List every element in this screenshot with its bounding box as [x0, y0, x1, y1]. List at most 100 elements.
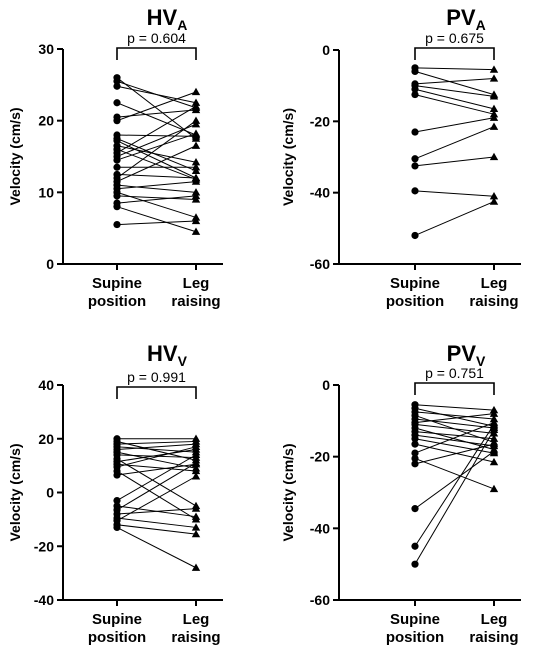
supine-point	[411, 67, 419, 75]
x-category-label-line: Supine	[92, 611, 142, 628]
pair-line	[414, 424, 495, 547]
leg-raising-point	[489, 425, 499, 433]
pair-line	[414, 429, 495, 565]
supine-point	[411, 454, 419, 463]
y-tick-label: -40	[34, 592, 54, 608]
y-tick-label: 40	[38, 377, 54, 393]
supine-point	[411, 162, 419, 170]
x-category-label-line: raising	[171, 293, 220, 310]
supine-point	[411, 155, 419, 163]
x-category-label-line: position	[88, 293, 146, 310]
leg-raising-point	[489, 74, 499, 82]
leg-raising-point	[489, 197, 499, 205]
supine-point	[411, 440, 419, 448]
pair-line	[116, 446, 197, 468]
leg-raising-point	[191, 158, 201, 166]
pair-line	[414, 457, 495, 490]
pair-line	[414, 404, 495, 411]
pair-line	[116, 470, 197, 520]
pair-line	[116, 195, 197, 204]
leg-raising-point	[191, 163, 201, 171]
x-category-label: Leg raising	[171, 275, 220, 310]
y-axis-label: Velocity (cm/s)	[7, 443, 23, 541]
y-tick-label: 0	[46, 256, 54, 272]
leg-raising-point	[191, 466, 201, 475]
pair-line	[116, 454, 197, 501]
pair-line	[414, 85, 495, 97]
supine-point	[113, 117, 121, 125]
y-axis-label: Velocity (cm/s)	[7, 107, 23, 205]
pair-line	[116, 145, 197, 183]
supine-point	[113, 192, 121, 200]
chart-title-subscript: A	[476, 17, 486, 33]
pair-line	[116, 184, 197, 193]
pair-line	[116, 463, 197, 476]
chart-title-subscript: V	[476, 353, 486, 369]
pair-line	[116, 508, 197, 515]
chart-title: PVV	[447, 341, 486, 369]
supine-point	[113, 137, 121, 145]
x-category-label-line: position	[386, 629, 444, 646]
pair-line	[414, 418, 495, 429]
leg-raising-point	[489, 484, 499, 493]
leg-raising-point	[191, 450, 201, 459]
supine-point	[411, 460, 419, 468]
leg-raising-point	[191, 177, 201, 185]
supine-point	[411, 435, 419, 443]
pair-line	[116, 148, 197, 180]
pair-line	[116, 526, 197, 569]
pair-line	[116, 440, 197, 445]
pair-line	[414, 407, 495, 427]
y-tick-label: 0	[46, 485, 54, 501]
x-category-label-line: position	[386, 293, 444, 310]
y-tick-label: -60	[310, 256, 330, 272]
leg-raising-point	[191, 529, 201, 538]
supine-point	[411, 187, 419, 195]
pair-line	[116, 454, 197, 459]
pair-line	[116, 443, 197, 450]
x-category-label: Leg raising	[469, 611, 518, 646]
leg-raising-point	[191, 116, 201, 124]
x-category-label-line: raising	[469, 293, 518, 310]
leg-raising-point	[489, 434, 499, 442]
pair-line	[116, 524, 197, 535]
pair-line	[116, 173, 197, 179]
leg-raising-point	[489, 457, 499, 466]
supine-point	[113, 203, 121, 211]
y-tick-label: -40	[310, 185, 330, 201]
leg-raising-point	[489, 439, 499, 448]
leg-raising-point	[489, 447, 499, 455]
pair-line	[414, 423, 495, 434]
pair-line	[414, 190, 495, 197]
x-category-label-line: raising	[171, 629, 220, 646]
chart-title: HVA	[147, 5, 188, 33]
pair-line	[116, 138, 197, 172]
leg-raising-point	[191, 216, 201, 225]
y-axis-label: Velocity (cm/s)	[280, 108, 296, 206]
y-tick-label: -40	[310, 520, 330, 536]
pair-line	[116, 91, 197, 122]
leg-raising-point	[489, 192, 499, 200]
pair-line	[116, 220, 197, 226]
x-category-label-line: Leg	[183, 275, 210, 292]
pair-line	[116, 195, 197, 200]
pair-line	[116, 134, 197, 137]
pair-line	[116, 120, 197, 179]
supine-point	[411, 231, 419, 240]
leg-raising-point	[191, 227, 201, 235]
pair-line	[414, 443, 495, 463]
pair-line	[414, 443, 495, 465]
supine-point	[411, 560, 419, 568]
leg-raising-point	[191, 504, 201, 512]
leg-raising-point	[191, 472, 201, 480]
supine-point	[113, 77, 121, 85]
pair-line	[116, 462, 197, 511]
supine-point	[411, 505, 419, 513]
leg-raising-point	[489, 122, 499, 130]
chart-title: HVV	[147, 341, 188, 369]
supine-point	[113, 496, 121, 505]
leg-raising-point	[191, 87, 201, 96]
x-category-label-line: Supine	[92, 275, 142, 292]
